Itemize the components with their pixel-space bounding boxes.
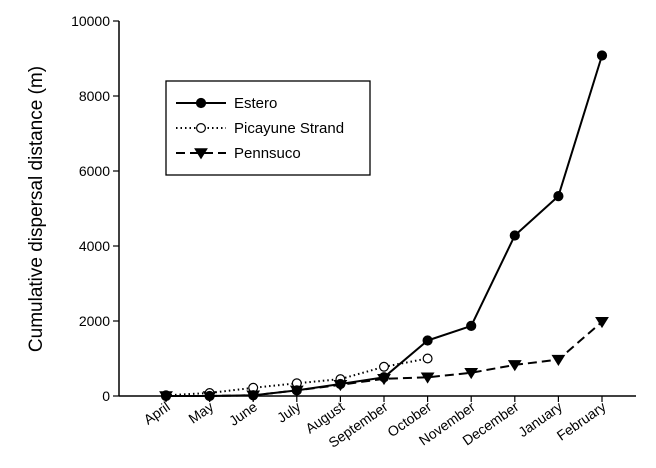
legend-marker-picayune-strand (196, 122, 207, 133)
legend-label-pennsuco: Pennsuco (234, 145, 301, 162)
data-point-estero (553, 191, 564, 202)
data-point-estero (509, 230, 520, 241)
data-point-picayune-strand (379, 361, 390, 372)
legend-marker-estero (195, 97, 207, 109)
y-tick-label: 10000 (71, 13, 110, 29)
y-axis: 0 2000 4000 6000 8000 10000 (71, 13, 119, 404)
legend-label-picayune-strand: Picayune Strand (234, 120, 344, 137)
x-tick-label: July (274, 398, 304, 425)
data-point-estero (466, 320, 477, 331)
x-tick-label: May (185, 398, 216, 426)
y-tick-label: 2000 (79, 313, 110, 329)
data-point-pennsuco (464, 368, 479, 380)
y-tick-label: 6000 (79, 163, 110, 179)
data-point-estero (378, 372, 390, 383)
data-point-pennsuco (595, 317, 609, 329)
legend-marker-pennsuco (194, 148, 208, 160)
data-point-pennsuco (507, 360, 522, 372)
data-point-picayune-strand (422, 353, 433, 364)
x-axis: April May June JulyAugustSeptemberOctoberNo… (141, 396, 609, 451)
series-pennsuco (159, 317, 609, 403)
data-point-estero (596, 50, 608, 61)
data-point-estero (422, 335, 433, 346)
y-tick-label: 8000 (79, 88, 110, 104)
x-tick-label: February (554, 398, 609, 443)
x-tick-label: June (226, 398, 260, 429)
data-point-estero (335, 378, 346, 390)
y-axis-title: Cumulative dispersal distance (m) (26, 66, 47, 352)
legend-label-estero: Estero (234, 95, 277, 112)
data-point-pennsuco (551, 354, 566, 366)
series-layer (159, 50, 609, 403)
plot-area (118, 21, 636, 397)
series-estero (160, 50, 608, 402)
data-point-pennsuco (420, 372, 435, 384)
data-point-estero (291, 385, 302, 396)
data-point-estero (160, 390, 172, 402)
legend: Estero Picayune Strand Pennsuco (165, 80, 371, 176)
data-point-estero (248, 390, 259, 401)
y-tick-label: 4000 (79, 238, 110, 254)
y-tick-label: 0 (102, 388, 110, 404)
data-point-estero (204, 390, 215, 402)
x-tick-label: April (141, 398, 173, 427)
